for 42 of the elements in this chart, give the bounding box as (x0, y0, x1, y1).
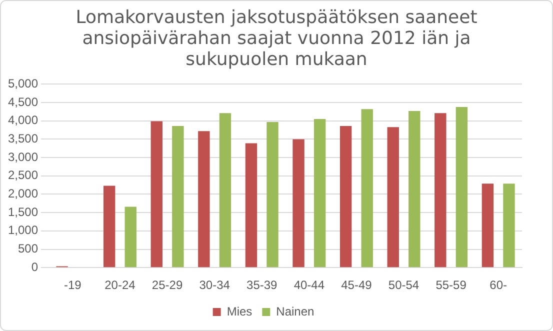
bar (124, 206, 136, 268)
legend-label: Nainen (276, 304, 314, 318)
bar (340, 126, 352, 268)
bar (266, 122, 278, 268)
bar (314, 119, 326, 268)
x-tick-label: 50-54 (388, 278, 420, 292)
y-tick-label: 2,500 (8, 168, 38, 182)
bar (172, 126, 184, 268)
x-tick-label: 25-29 (152, 278, 183, 292)
x-tick-label: 60- (490, 278, 508, 292)
bar (434, 113, 446, 268)
x-tick-label: 35-39 (246, 278, 278, 292)
x-tick-label: -19 (64, 278, 82, 292)
y-tick-label: 1,000 (8, 223, 38, 238)
bar (245, 143, 258, 268)
x-tick-label: 30-34 (199, 278, 230, 292)
x-tick-label: 20-24 (104, 278, 136, 292)
bar (361, 109, 373, 268)
bar (292, 139, 304, 268)
bar (408, 110, 420, 268)
y-tick-label: 1,500 (8, 204, 38, 219)
y-tick-label: 0 (31, 260, 38, 274)
bar (503, 184, 515, 268)
bar (387, 127, 399, 268)
y-tick-label: 3,000 (8, 150, 38, 164)
bar (482, 184, 494, 268)
legend-label: Mies (226, 304, 252, 318)
y-tick-label: 3,500 (8, 132, 38, 146)
y-tick-label: 5,000 (8, 76, 38, 91)
bar (219, 113, 232, 268)
chart-title: Lomakorvausten jaksotuspäätöksen saaneet ansiopäivärahan saajat vuonna 2012 iän ja sukupuolen mukaan (74, 6, 478, 72)
bar (103, 186, 116, 268)
y-tick-label: 500 (18, 242, 38, 256)
bar (150, 121, 162, 268)
y-tick-label: 4,000 (8, 113, 38, 128)
y-tick-label: 2,000 (8, 186, 38, 201)
bar (456, 106, 468, 268)
bar (198, 131, 210, 268)
x-tick-label: 40-44 (294, 278, 325, 292)
y-tick-label: 4,500 (8, 94, 38, 109)
x-tick-label: 55-59 (436, 278, 467, 292)
x-tick-label: 45-49 (341, 278, 372, 292)
